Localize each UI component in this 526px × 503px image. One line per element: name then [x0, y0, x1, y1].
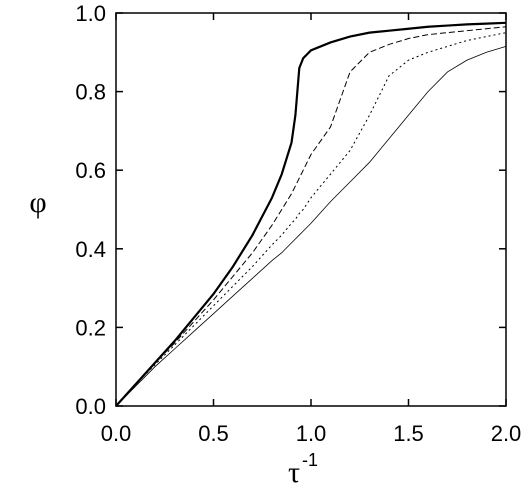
y-tick-label: 0.0: [75, 394, 106, 419]
x-tick-label: 1.5: [393, 421, 424, 446]
x-tick-label: 0.0: [101, 421, 132, 446]
line-series: [115, 26, 507, 407]
x-tick-label: 2.0: [491, 421, 522, 446]
y-tick-label: 1.0: [75, 1, 106, 26]
plot-frame: [115, 12, 507, 407]
x-axis-label: τ: [288, 456, 300, 489]
y-tick-label: 0.8: [75, 80, 106, 105]
x-axis-label-sup: -1: [302, 450, 318, 470]
y-tick-label: 0.2: [75, 315, 106, 340]
x-tick-label: 0.5: [198, 421, 229, 446]
y-tick-label: 0.4: [75, 237, 106, 262]
line-series: [115, 21, 507, 407]
y-tick-label: 0.6: [75, 158, 106, 183]
line-series: [115, 46, 507, 407]
line-series: [115, 32, 507, 407]
y-axis-label: φ: [29, 186, 46, 219]
x-tick-label: 1.0: [296, 421, 327, 446]
